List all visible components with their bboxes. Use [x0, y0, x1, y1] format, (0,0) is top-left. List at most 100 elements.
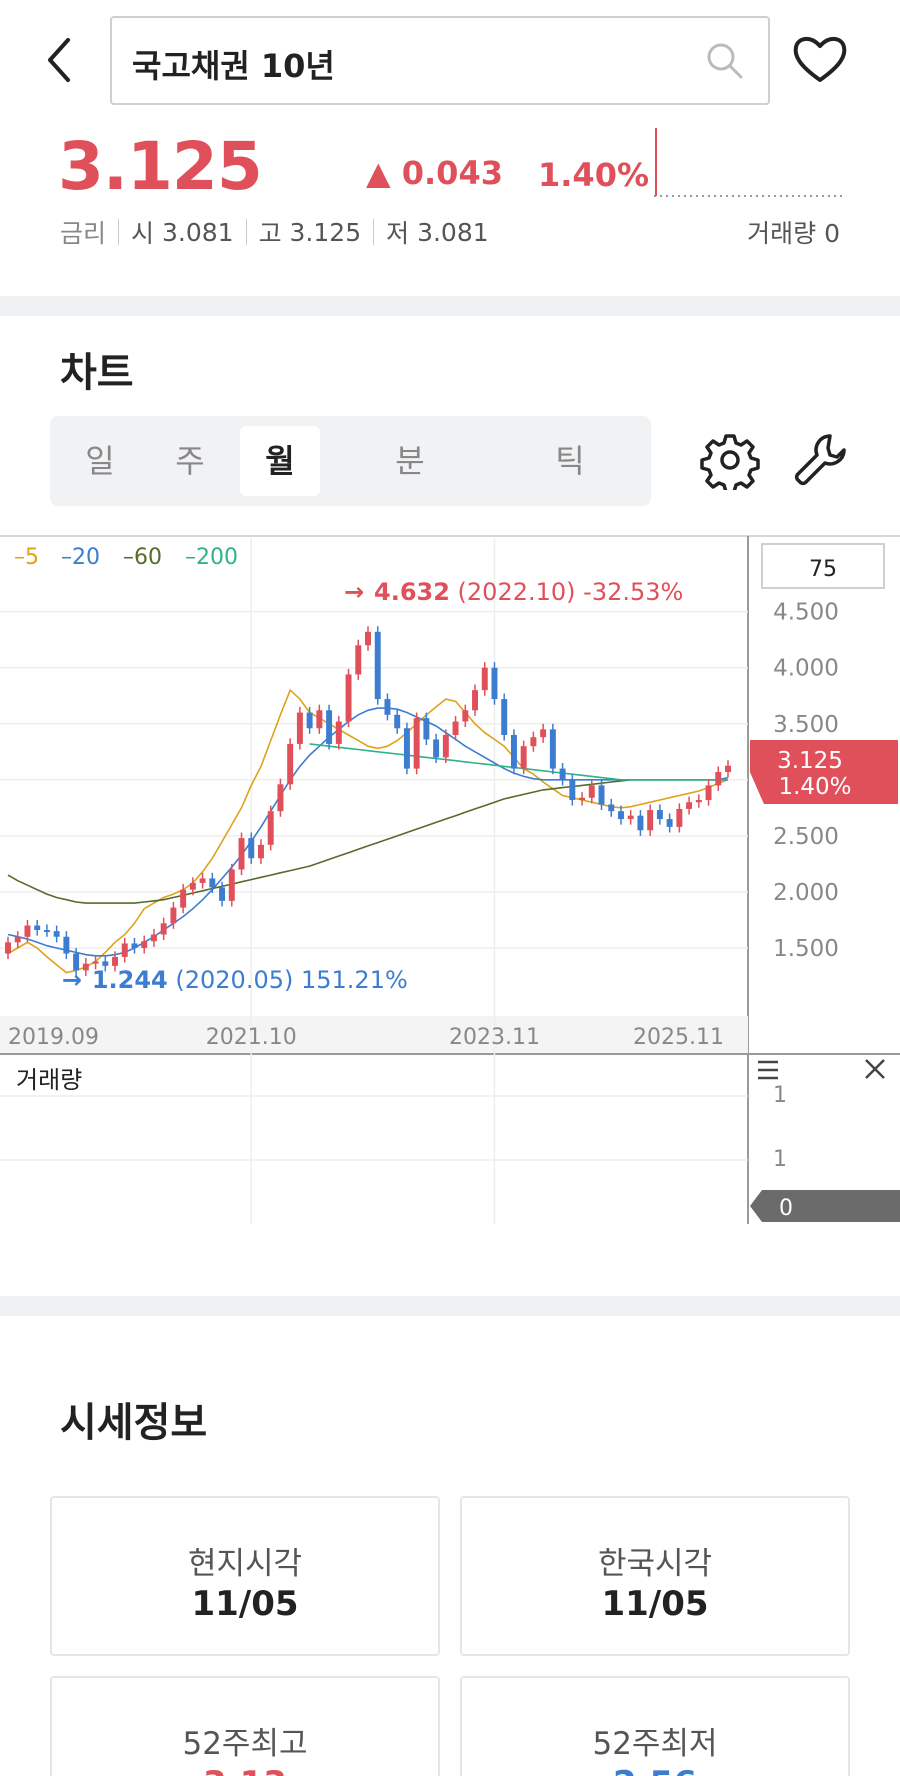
candle	[666, 819, 673, 827]
y-tick-label: 1.500	[773, 936, 839, 962]
open-label: 시	[131, 219, 155, 248]
search-icon[interactable]	[704, 40, 746, 82]
tab-minute[interactable]: 분	[395, 442, 425, 480]
candle-count-box[interactable]	[761, 543, 885, 589]
candle	[92, 961, 99, 964]
candle	[491, 667, 498, 700]
candle	[53, 931, 60, 937]
candle	[257, 844, 264, 859]
chart-settings-button[interactable]	[700, 430, 760, 494]
candle	[433, 739, 440, 758]
candle	[462, 710, 469, 722]
quote-summary: 금리 시 3.081 고 3.125 저 3.081	[60, 214, 489, 250]
info-card-52w-low: 52주최저 2.56	[460, 1676, 850, 1776]
chart-section-title: 차트	[60, 350, 134, 396]
section-divider	[0, 296, 900, 316]
tab-tick[interactable]: 틱	[555, 442, 585, 480]
price-change-percent: 1.40%	[538, 156, 650, 194]
gear-icon	[700, 434, 760, 494]
candle	[569, 779, 576, 800]
high-label: 고	[258, 219, 282, 248]
close-icon[interactable]	[865, 1059, 885, 1079]
search-text: 국고채권 10년	[132, 47, 335, 85]
candle	[5, 942, 11, 954]
candle	[647, 810, 654, 831]
candle	[219, 887, 226, 901]
tab-week[interactable]: 주	[175, 442, 205, 480]
legend-item-20[interactable]: –20	[61, 545, 100, 570]
info-card-korea-time: 한국시각 11/05	[460, 1496, 850, 1656]
y-tick-label: 2.000	[773, 880, 839, 906]
candle	[121, 943, 128, 957]
candle	[306, 712, 313, 729]
tab-month[interactable]: 월	[240, 426, 320, 496]
volume-label: 거래량	[747, 219, 817, 248]
chart-tools-button[interactable]	[790, 430, 850, 490]
price-change: ▲ 0.043	[366, 154, 503, 192]
separator	[373, 219, 375, 245]
candle	[520, 746, 527, 769]
legend-item-60[interactable]: –60	[123, 545, 162, 570]
candle	[14, 936, 21, 943]
candle	[510, 734, 517, 769]
info-card-value: 11/05	[191, 1584, 299, 1624]
ma-line-200	[309, 743, 728, 781]
info-card-label: 52주최저	[592, 1726, 718, 1762]
low-label: 저	[386, 219, 410, 248]
candle	[267, 811, 274, 845]
x-tick-label: 2019.09	[8, 1025, 99, 1050]
candle	[540, 729, 547, 738]
info-card-52w-high: 52주최고 3.13	[50, 1676, 440, 1776]
legend-item-5[interactable]: –5	[14, 545, 39, 570]
candle	[617, 811, 624, 820]
volume-y-tick: 1	[773, 1083, 787, 1108]
low-value: 3.081	[417, 217, 489, 247]
y-tick-label: 3.500	[773, 712, 839, 738]
candle	[189, 882, 196, 890]
candle	[472, 690, 479, 711]
candle	[160, 923, 167, 935]
candle	[277, 784, 284, 812]
wrench-icon	[794, 434, 846, 486]
info-card-label: 현지시각	[187, 1546, 303, 1582]
candle	[112, 956, 119, 966]
candle	[384, 699, 391, 715]
candle	[374, 631, 381, 700]
candle	[530, 737, 537, 747]
period-tabs: 일 주 월 분 틱	[50, 416, 651, 506]
search-field[interactable]: 국고채권 10년	[110, 16, 770, 105]
menu-icon[interactable]	[758, 1060, 778, 1080]
candle	[170, 907, 177, 924]
y-tick-label: 4.000	[773, 656, 839, 682]
price-chart[interactable]: –5 –20 –60 –200 4.500 4.000 3.500 2.500 2.000 1.…	[0, 534, 900, 1224]
mini-intraday-chart	[654, 128, 845, 197]
separator	[245, 219, 247, 245]
candle	[296, 712, 303, 744]
tab-day[interactable]: 일	[85, 442, 115, 480]
ma-line-60	[7, 779, 728, 904]
candle	[131, 943, 138, 948]
candle	[637, 815, 644, 831]
section-divider	[0, 1296, 900, 1316]
info-card-label: 52주최고	[182, 1726, 308, 1762]
candle	[199, 878, 206, 883]
candle	[725, 765, 731, 772]
favorite-button[interactable]	[790, 32, 850, 86]
candle	[715, 771, 722, 786]
candle	[481, 667, 488, 691]
open-value: 3.081	[161, 217, 234, 247]
legend-item-200[interactable]: –200	[185, 545, 238, 570]
low-annotation-text: 1.244 (2020.05) 151.21%	[92, 966, 408, 994]
volume-value: 0	[824, 219, 840, 248]
back-button[interactable]	[40, 30, 80, 90]
x-tick-label: 2023.11	[449, 1025, 540, 1050]
current-price: 3.125	[58, 128, 263, 205]
current-price-tag: 3.125 1.40%	[750, 740, 898, 804]
candle-count-value: 75	[809, 557, 837, 582]
volume-y-tick: 1	[773, 1147, 787, 1172]
volume-summary: 거래량 0	[747, 214, 840, 250]
high-annotation-arrow: →	[344, 578, 364, 606]
market-info-title: 시세정보	[60, 1400, 208, 1446]
candle	[228, 869, 235, 901]
candle	[150, 934, 157, 942]
